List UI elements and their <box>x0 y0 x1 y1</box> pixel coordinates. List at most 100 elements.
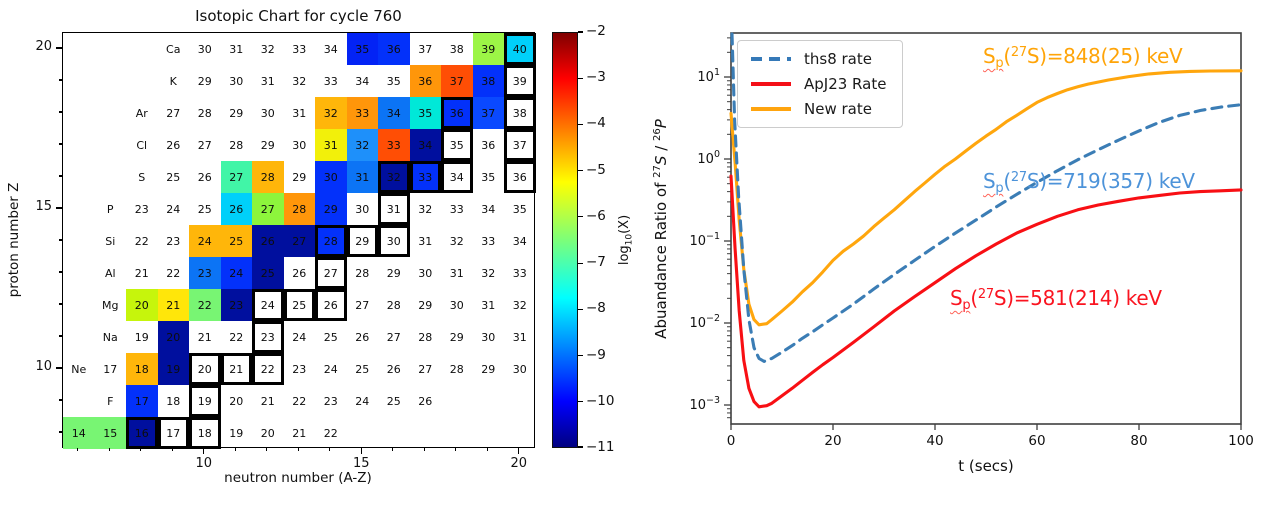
colorbar-tick-mark <box>578 170 583 172</box>
series-apj23-rate <box>729 174 1243 409</box>
isotope-cell: 24 <box>166 202 181 216</box>
x-tick-label: 60 <box>1028 433 1045 449</box>
isotope-cell: 26 <box>197 170 212 184</box>
legend: ths8 rate ApJ23 Rate New rate <box>737 40 904 128</box>
colorbar-tick-label: −3 <box>586 69 606 86</box>
colorbar-tick-mark <box>578 31 583 33</box>
isotope-cell: 31 <box>229 42 244 56</box>
y-tick-mark <box>56 47 62 49</box>
annotation-sp-value: Sp(27S)=581(214) keV <box>950 286 1162 313</box>
isotope-cell: 25 <box>166 170 181 184</box>
isotope-cell: 15 <box>94 417 126 449</box>
isotope-cell: 23 <box>134 202 149 216</box>
series-ths8-rate <box>730 32 1243 363</box>
isotope-cell: 30 <box>378 225 410 257</box>
isotope-cell: 33 <box>378 129 410 161</box>
series-new-rate <box>729 69 1243 327</box>
isotope-cell: 27 <box>252 193 284 225</box>
isotope-cell: 29 <box>449 330 464 344</box>
isotope-cell: 25 <box>197 202 212 216</box>
isotope-cell: 31 <box>378 193 410 225</box>
isotope-cell: 29 <box>229 106 244 120</box>
legend-label: ApJ23 Rate <box>804 75 887 93</box>
annotation-sp-symbol: Sp <box>983 44 1004 71</box>
isotope-cell: 30 <box>512 362 527 376</box>
isotope-cell: 22 <box>323 426 338 440</box>
isotope-cell: 33 <box>449 202 464 216</box>
y-tick-label: 10−2 <box>689 313 720 331</box>
y-tick-label: 10 <box>35 359 52 374</box>
isotope-cell: 22 <box>229 330 244 344</box>
isotope-cell: 28 <box>418 330 433 344</box>
isotope-cell: 35 <box>481 170 496 184</box>
y-tick-label: 100 <box>697 149 720 167</box>
isotope-cell: 33 <box>292 42 307 56</box>
isotope-cell: 21 <box>292 426 307 440</box>
isotope-cell: 21 <box>260 394 275 408</box>
isotope-cell: 31 <box>512 330 527 344</box>
isotope-cell: 34 <box>441 161 473 193</box>
isotope-cell: 34 <box>512 234 527 248</box>
isotope-cell: 34 <box>355 74 370 88</box>
x-tick-mark <box>77 448 79 452</box>
isotope-cell: 32 <box>512 298 527 312</box>
right-y-label-mass-1: 27 <box>652 165 663 178</box>
plot-frame <box>730 32 1242 425</box>
colorbar-tick-mark <box>578 123 583 126</box>
isotope-cell: 20 <box>126 289 158 321</box>
y-tick-mark <box>56 207 62 209</box>
isotope-cell: 38 <box>472 65 504 97</box>
isotope-cell: 34 <box>481 202 496 216</box>
legend-item: New rate <box>751 100 886 118</box>
isotope-cell: 24 <box>189 225 221 257</box>
isotope-cell: 35 <box>346 33 378 65</box>
x-tick-mark <box>203 448 205 454</box>
isotope-cell: 19 <box>189 385 221 417</box>
colorbar-tick-mark <box>578 262 583 264</box>
isotope-cell: 22 <box>134 234 149 248</box>
isotope-cell: 30 <box>197 42 212 56</box>
legend-label: ths8 rate <box>804 50 872 68</box>
isotope-cell: 30 <box>481 330 496 344</box>
isotope-cell: 32 <box>449 234 464 248</box>
x-tick-label: 0 <box>727 433 736 449</box>
legend-line-swatch <box>751 107 791 111</box>
isotope-cell: 27 <box>283 225 315 257</box>
isotope-cell: 37 <box>418 42 433 56</box>
isotope-cell: 31 <box>292 106 307 120</box>
isotope-cell: 35 <box>441 129 473 161</box>
isotope-cell: 34 <box>378 97 410 129</box>
isotope-cell: 28 <box>315 225 347 257</box>
isotope-cell: 31 <box>315 129 347 161</box>
isotope-cell: 37 <box>441 65 473 97</box>
annotation-sp-value: Sp(27S)=848(25) keV <box>983 44 1183 71</box>
x-tick-label: 100 <box>1228 433 1254 449</box>
x-tick-mark <box>518 448 520 454</box>
right-y-label-symbol-1: S <box>652 155 670 166</box>
element-label: Si <box>105 234 116 248</box>
isotope-cell: 28 <box>252 161 284 193</box>
right-y-label-separator: / <box>652 140 670 156</box>
colorbar-tick-mark <box>578 446 583 448</box>
element-label: F <box>107 394 114 408</box>
colorbar-tick-mark <box>578 401 583 403</box>
isotope-cell: 30 <box>260 106 275 120</box>
colorbar-tick-mark <box>578 216 583 218</box>
colorbar-tick-label: −4 <box>586 115 606 132</box>
x-tick-mark <box>140 448 142 452</box>
isotope-cell: 33 <box>323 74 338 88</box>
isotope-cell: 26 <box>292 266 307 280</box>
isotope-cell: 30 <box>292 138 307 152</box>
isotope-cell: 24 <box>355 394 370 408</box>
right-y-label-symbol-2: P <box>652 119 670 129</box>
isotope-cell: 28 <box>355 266 370 280</box>
right-y-label-mass-2: 26 <box>652 128 663 141</box>
y-tick-mark <box>58 79 62 81</box>
isotope-cell: 29 <box>418 298 433 312</box>
isotope-cell: 27 <box>166 106 181 120</box>
annotation-sp-value: Sp(27S)=719(357) keV <box>983 169 1195 196</box>
element-label: Ar <box>135 106 148 120</box>
colorbar-gradient <box>552 32 578 448</box>
isotope-cell: 36 <box>504 161 536 193</box>
